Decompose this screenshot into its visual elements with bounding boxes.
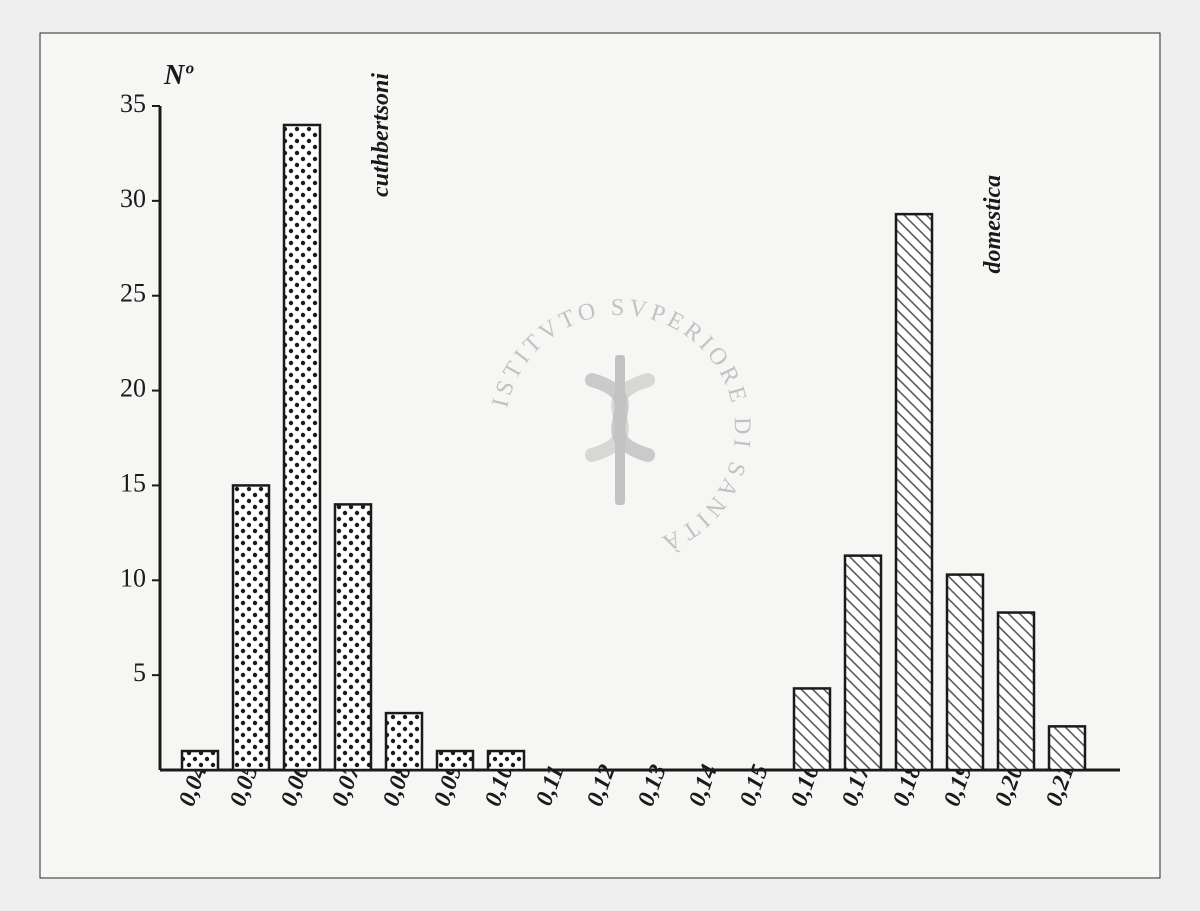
y-tick-label: 30 — [120, 184, 146, 213]
histogram-bar — [488, 751, 524, 770]
y-tick-label: 5 — [133, 658, 146, 687]
y-tick-label: 25 — [120, 279, 146, 308]
y-tick-label: 15 — [120, 468, 146, 497]
histogram-bar — [1049, 726, 1085, 770]
series-label-domestica: domestica — [980, 175, 1006, 274]
series-label-cuthbertsoni: cuthbertsoni — [368, 73, 394, 197]
histogram-bar — [182, 751, 218, 770]
histogram-bar — [896, 214, 932, 770]
histogram-bar — [386, 713, 422, 770]
y-axis-title: Nº — [163, 60, 194, 91]
histogram-bar — [998, 613, 1034, 770]
y-tick-label: 20 — [120, 374, 146, 403]
chart-svg: ISTITVTO SVPERIORE DI SANITÀNº5101520253… — [0, 0, 1200, 911]
histogram-bar — [845, 556, 881, 770]
histogram-bar — [335, 504, 371, 770]
y-tick-label: 35 — [120, 89, 146, 118]
histogram-bar — [437, 751, 473, 770]
y-tick-label: 10 — [120, 563, 146, 592]
histogram-bar — [947, 575, 983, 770]
histogram-bar — [794, 688, 830, 770]
page-root: ISTITVTO SVPERIORE DI SANITÀNº5101520253… — [0, 0, 1200, 911]
histogram-bar — [233, 485, 269, 770]
histogram-bar — [284, 125, 320, 770]
